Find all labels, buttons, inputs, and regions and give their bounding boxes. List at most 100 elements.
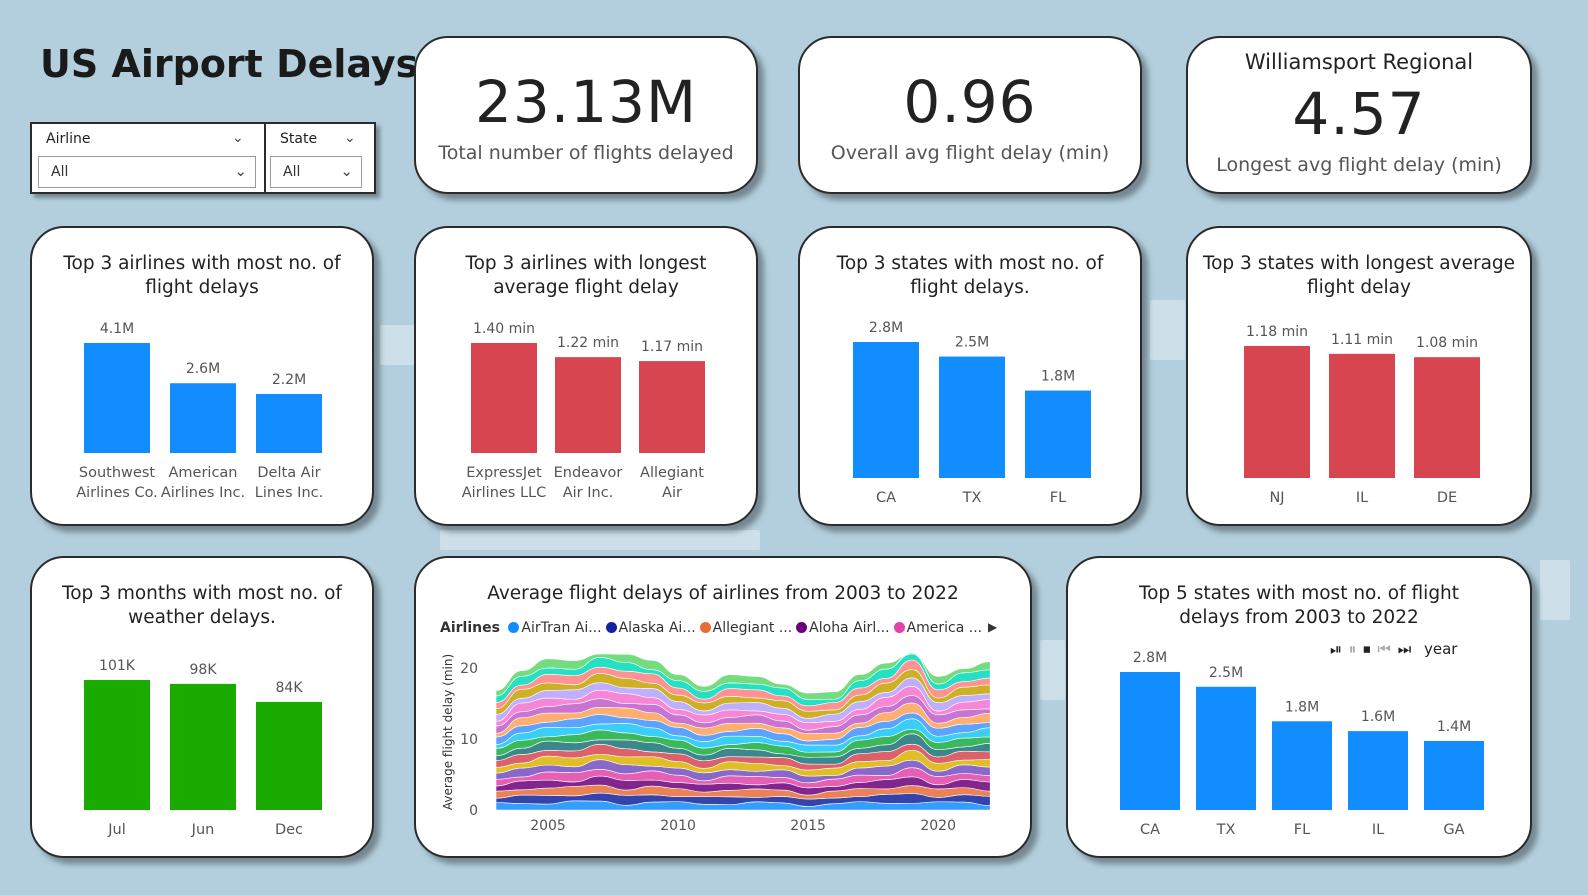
category-label: Dec — [275, 822, 303, 838]
chart-title: Average flight delays of airlines from 2… — [487, 583, 959, 604]
bar-0[interactable] — [84, 343, 150, 453]
category-label: Airlines Inc. — [161, 485, 245, 501]
play-icon[interactable]: ⏯ — [1330, 640, 1343, 658]
airline-slicer: Airline ⌄ All ⌄ — [32, 124, 264, 192]
kpi-card-total-delayed: 23.13M Total number of flights delayed — [414, 36, 758, 194]
chevron-right-icon[interactable]: ▶ — [988, 620, 998, 634]
play-axis-label: year — [1423, 640, 1458, 658]
legend-label: AirTran Ai... — [521, 620, 602, 636]
y-tick-label: 20 — [460, 661, 478, 677]
x-tick-label: 2020 — [920, 818, 956, 834]
play-axis-controls: ⏯ ⏸ ⏹ ⏮ ⏭ year — [1330, 640, 1459, 658]
bar-0[interactable] — [1120, 672, 1180, 810]
category-label: Airlines LLC — [462, 485, 547, 501]
bar-data-label: 2.5M — [1209, 665, 1243, 681]
legend-item[interactable]: AirTran Ai... — [508, 620, 602, 636]
legend-dot-icon — [605, 622, 617, 633]
state-slicer: State ⌄ All ⌄ — [266, 124, 374, 192]
bar-2[interactable] — [639, 361, 705, 453]
chevron-down-icon: ⌄ — [234, 162, 247, 180]
bar-2[interactable] — [1272, 721, 1332, 810]
legend-item[interactable]: Allegiant ... — [699, 620, 792, 636]
bar-1[interactable] — [1196, 686, 1256, 810]
chart-card-top-months-weather: Top 3 months with most no. of weather de… — [30, 556, 374, 858]
legend-title: Airlines — [440, 620, 500, 636]
bar-1[interactable] — [555, 357, 621, 453]
bar-data-label: 1.8M — [1285, 699, 1319, 715]
category-label: Airlines Co. — [76, 485, 158, 501]
bar-data-label: 2.5M — [955, 335, 989, 351]
legend-item[interactable]: Aloha Airl... — [796, 620, 890, 636]
bar-1[interactable] — [939, 356, 1005, 478]
bar-4[interactable] — [1424, 741, 1484, 810]
category-label: ExpressJet — [466, 465, 542, 481]
bar-2[interactable] — [1414, 357, 1480, 478]
chart-card-top-airlines-longest: Top 3 airlines with longest average flig… — [414, 226, 758, 526]
previous-icon[interactable]: ⏮ — [1377, 640, 1391, 658]
chevron-down-icon: ⌄ — [340, 162, 353, 180]
bar-0[interactable] — [471, 343, 537, 453]
category-label: Jul — [107, 822, 126, 838]
area-series-19[interactable] — [495, 652, 991, 700]
legend-dot-icon — [796, 622, 808, 633]
category-label: TX — [1216, 822, 1236, 838]
bar-1[interactable] — [170, 683, 236, 810]
bar-data-label: 1.22 min — [557, 335, 619, 351]
category-label: American — [168, 465, 237, 481]
category-label: CA — [876, 490, 896, 506]
legend-label: America ... — [906, 620, 983, 636]
background-block — [1040, 640, 1065, 700]
bar-data-label: 1.6M — [1361, 709, 1395, 725]
kpi-card-longest-delay: Williamsport Regional 4.57 Longest avg f… — [1186, 36, 1532, 194]
background-block — [1150, 300, 1185, 360]
y-tick-label: 10 — [460, 732, 478, 748]
category-label: Allegiant — [640, 465, 704, 481]
bar-0[interactable] — [853, 342, 919, 478]
bar-3[interactable] — [1348, 731, 1408, 810]
category-label: Lines Inc. — [255, 485, 323, 501]
state-dropdown-value: All — [283, 164, 301, 180]
background-block — [1540, 560, 1570, 620]
bar-chart-top-states-longest: 1.18 min NJ 1.11 min IL 1.08 min DE — [1244, 324, 1480, 506]
category-label: FL — [1050, 490, 1066, 506]
category-label: Delta Air — [257, 465, 320, 481]
category-label: IL — [1372, 822, 1384, 838]
bar-1[interactable] — [170, 383, 236, 453]
bar-data-label: 1.40 min — [473, 321, 535, 337]
bar-0[interactable] — [84, 680, 150, 810]
airline-dropdown[interactable]: All ⌄ — [38, 156, 256, 188]
kpi-value: 4.57 — [1292, 80, 1426, 148]
category-label: FL — [1294, 822, 1310, 838]
kpi-value: 0.96 — [903, 68, 1037, 136]
stop-icon[interactable]: ⏹ — [1363, 640, 1371, 658]
chart-legend: Airlines AirTran Ai... Alaska Ai... Allegi… — [440, 620, 997, 636]
bar-data-label: 1.08 min — [1416, 335, 1478, 351]
chevron-down-icon[interactable]: ⌄ — [232, 130, 244, 146]
chart-card-top-airlines-delays: Top 3 airlines with most no. of flight d… — [30, 226, 374, 526]
legend-dot-icon — [893, 622, 905, 633]
bar-data-label: 1.18 min — [1246, 324, 1308, 340]
bar-data-label: 4.1M — [100, 321, 134, 337]
bar-0[interactable] — [1244, 346, 1310, 478]
legend-item[interactable]: Alaska Ai... — [605, 620, 696, 636]
bar-data-label: 2.2M — [272, 372, 306, 388]
bar-chart-top-airlines-delays: 4.1M Southwest Airlines Co. 2.6M American Air… — [76, 321, 323, 501]
bar-2[interactable] — [256, 701, 322, 810]
kpi-label: Overall avg flight delay (min) — [830, 142, 1110, 164]
legend-item[interactable]: America ... — [893, 620, 983, 636]
bar-data-label: 98K — [190, 662, 218, 678]
chart-title: Top 3 months with most no. of weather de… — [62, 583, 342, 628]
category-label: Air — [662, 485, 682, 501]
next-icon[interactable]: ⏭ — [1397, 640, 1412, 658]
pause-icon[interactable]: ⏸ — [1348, 640, 1357, 658]
bar-data-label: 1.4M — [1437, 719, 1471, 735]
chart-title: Top 3 states with longest average flight… — [1202, 253, 1516, 298]
chart-title: Top 5 states with most no. of flight del… — [1138, 583, 1460, 628]
legend-label: Aloha Airl... — [809, 620, 890, 636]
state-dropdown[interactable]: All ⌄ — [270, 156, 362, 188]
bar-2[interactable] — [256, 393, 322, 453]
chevron-down-icon[interactable]: ⌄ — [344, 130, 356, 146]
category-label: Jun — [191, 822, 215, 838]
bar-2[interactable] — [1025, 390, 1091, 478]
bar-1[interactable] — [1329, 353, 1395, 478]
